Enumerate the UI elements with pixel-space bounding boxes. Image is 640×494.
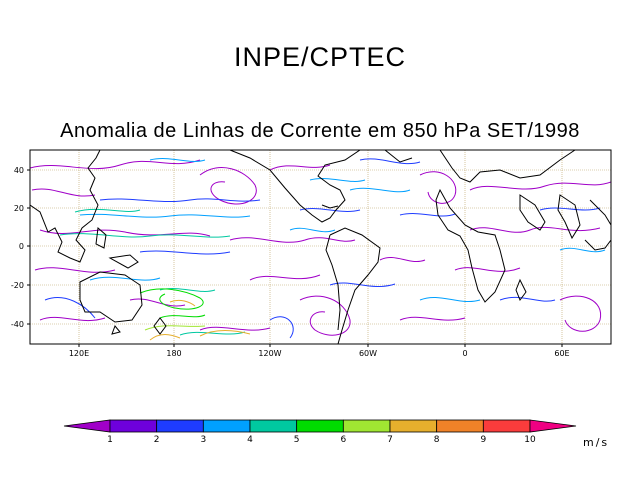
lat-tick-label: 0 xyxy=(19,242,24,251)
colorbar-segment xyxy=(63,419,111,433)
lon-tick-label: 0 xyxy=(462,349,467,358)
colorbar: 1 2 3 4 5 6 7 8 9 10 xyxy=(63,419,577,445)
coastlines xyxy=(30,150,611,344)
lon-tick-label: 60E xyxy=(554,349,569,358)
colorbar-tick-label: 9 xyxy=(480,435,486,445)
lon-tick-label: 180 xyxy=(166,349,181,358)
colorbar-unit: m/s xyxy=(583,436,609,449)
map-title: Anomalia de Linhas de Corrente em 850 hP… xyxy=(60,120,580,142)
lat-tick-label: -20 xyxy=(11,281,24,290)
colorbar-segment xyxy=(482,419,531,433)
colorbar-tick-label: 6 xyxy=(340,435,346,445)
lon-tick-label: 120W xyxy=(258,349,281,358)
colorbar-segment xyxy=(529,419,577,433)
colorbar-tick-label: 5 xyxy=(294,435,300,445)
colorbar-segment xyxy=(109,419,158,433)
longitude-axis: 120E 180 120W 60W 0 60E xyxy=(69,344,570,358)
colorbar-segment xyxy=(202,419,251,433)
colorbar-segment xyxy=(342,419,391,433)
lon-tick-label: 120E xyxy=(69,349,89,358)
map-frame xyxy=(29,149,612,345)
lat-tick-label: -40 xyxy=(11,320,24,329)
lon-tick-label: 60W xyxy=(359,349,377,358)
colorbar-tick-label: 10 xyxy=(524,435,536,445)
colorbar-tick-label: 7 xyxy=(387,435,393,445)
colorbar-tick-label: 8 xyxy=(434,435,440,445)
colorbar-segment xyxy=(296,419,344,433)
colorbar-tick-label: 2 xyxy=(154,435,160,445)
colorbar-tick-label: 1 xyxy=(107,435,113,445)
latitude-axis: 40 20 0 -20 -40 xyxy=(11,166,30,329)
lat-tick-label: 40 xyxy=(14,166,24,175)
colorbar-segment xyxy=(389,419,438,433)
institution-title: INPE/CPTEC xyxy=(233,42,407,72)
colorbar-segment xyxy=(249,419,298,433)
graticule xyxy=(30,150,611,344)
colorbar-tick-label: 4 xyxy=(247,435,253,445)
lat-tick-label: 20 xyxy=(14,204,24,213)
colorbar-segment xyxy=(156,419,204,433)
colorbar-tick-label: 3 xyxy=(200,435,206,445)
colorbar-segment xyxy=(436,419,484,433)
